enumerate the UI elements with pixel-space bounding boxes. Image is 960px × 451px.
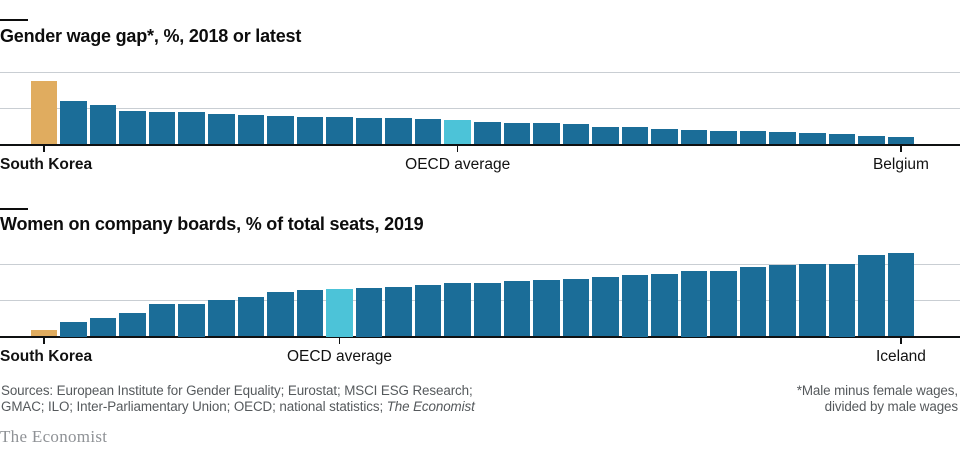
x-axis bbox=[0, 336, 960, 338]
bar bbox=[828, 264, 856, 337]
bar-south-korea bbox=[30, 330, 58, 337]
bar bbox=[208, 299, 235, 337]
bar bbox=[237, 297, 265, 337]
axis-tick bbox=[338, 338, 341, 344]
gridline bbox=[0, 264, 960, 265]
bar bbox=[414, 118, 442, 144]
bar bbox=[858, 135, 885, 144]
bar bbox=[799, 133, 826, 144]
bar bbox=[326, 117, 353, 144]
bar-oecd-average bbox=[326, 289, 353, 337]
category-label-south-korea: South Korea bbox=[0, 155, 93, 173]
bar bbox=[503, 122, 531, 144]
x-axis bbox=[0, 143, 960, 146]
bar bbox=[710, 270, 737, 337]
bar bbox=[148, 111, 176, 144]
bar bbox=[385, 117, 412, 144]
bar bbox=[769, 132, 797, 144]
bar bbox=[592, 276, 619, 337]
bar bbox=[592, 126, 619, 144]
axis-tick bbox=[456, 145, 459, 152]
sources-line1: Sources: European Institute for Gender E… bbox=[1, 383, 473, 398]
bar-belgium bbox=[887, 137, 915, 144]
bar bbox=[828, 133, 856, 144]
axis-tick bbox=[43, 338, 45, 344]
bar bbox=[208, 114, 235, 144]
chart-title-company-boards: Women on company boards, % of total seat… bbox=[0, 214, 424, 234]
bar bbox=[473, 282, 501, 337]
bar bbox=[119, 312, 146, 337]
bar bbox=[533, 279, 560, 337]
bar bbox=[355, 287, 383, 337]
bar bbox=[621, 127, 649, 144]
bar bbox=[148, 304, 176, 337]
bar bbox=[414, 284, 442, 337]
bar bbox=[60, 100, 87, 144]
gridline bbox=[0, 71, 960, 73]
sources-note: Sources: European Institute for Gender E… bbox=[1, 383, 475, 414]
bar bbox=[739, 266, 767, 337]
chart-title-wage-gap: Gender wage gap*, %, 2018 or latest bbox=[0, 26, 302, 46]
bar bbox=[267, 116, 294, 144]
category-label-south-korea: South Korea bbox=[0, 348, 93, 365]
bar bbox=[355, 117, 383, 144]
axis-tick bbox=[43, 145, 45, 152]
bar bbox=[119, 111, 146, 144]
bar bbox=[621, 274, 649, 337]
footnote-line1: *Male minus female wages, bbox=[796, 383, 958, 398]
bar bbox=[858, 255, 885, 337]
bar-south-korea bbox=[30, 81, 58, 144]
footnote: *Male minus female wages, divided by mal… bbox=[797, 383, 958, 414]
axis-tick bbox=[900, 338, 902, 344]
category-label-oecd-average: OECD average bbox=[286, 348, 393, 365]
bar bbox=[444, 283, 471, 337]
footnote-line2: divided by male wages bbox=[824, 398, 958, 414]
bar bbox=[296, 290, 324, 337]
category-label-belgium: Belgium bbox=[872, 155, 929, 173]
bar bbox=[296, 116, 324, 144]
bar bbox=[89, 105, 117, 144]
bar bbox=[60, 322, 87, 337]
sources-line2: GMAC; ILO; Inter-Parliamentary Union; OE… bbox=[1, 398, 475, 414]
bar bbox=[178, 303, 206, 337]
bar bbox=[533, 122, 560, 144]
gridline bbox=[0, 107, 960, 109]
bar bbox=[89, 317, 117, 337]
bar bbox=[651, 273, 678, 337]
axis-tick bbox=[900, 145, 902, 152]
bar bbox=[680, 271, 708, 337]
category-label-iceland: Iceland bbox=[875, 348, 926, 365]
bar bbox=[473, 121, 501, 144]
bar bbox=[710, 130, 737, 144]
title-rule bbox=[0, 208, 28, 210]
bar bbox=[178, 112, 206, 144]
bar bbox=[799, 264, 826, 337]
economist-logo: The Economist bbox=[0, 427, 108, 446]
bar bbox=[385, 286, 412, 337]
category-label-oecd-average: OECD average bbox=[405, 155, 511, 173]
bar bbox=[267, 292, 294, 337]
bar bbox=[562, 279, 590, 337]
bar bbox=[680, 130, 708, 144]
bar-iceland bbox=[887, 252, 915, 337]
bar bbox=[769, 265, 797, 337]
bar bbox=[739, 131, 767, 144]
bar-oecd-average bbox=[444, 119, 471, 144]
bar bbox=[237, 115, 265, 144]
bar bbox=[562, 124, 590, 144]
title-rule bbox=[0, 19, 28, 21]
bar bbox=[651, 129, 678, 144]
bar bbox=[503, 281, 531, 337]
sources-economist-italic: The Economist bbox=[386, 398, 475, 414]
